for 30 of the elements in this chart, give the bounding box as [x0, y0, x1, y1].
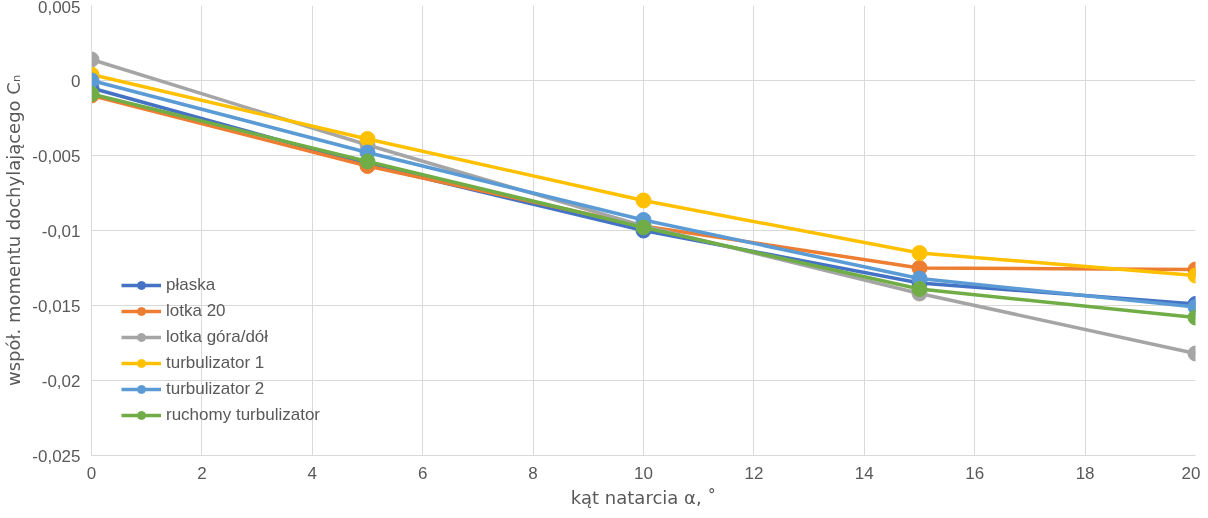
- x-tick-label: 20: [1181, 463, 1201, 483]
- x-tick-label: 16: [965, 463, 985, 483]
- point: [359, 131, 376, 147]
- x-tick-label: 14: [854, 463, 874, 483]
- x-tick-label: 8: [528, 463, 538, 483]
- legend-label: płaska: [166, 275, 216, 295]
- x-tick-label: 12: [744, 463, 764, 483]
- y-tick-label: 0: [71, 71, 81, 91]
- point: [911, 281, 928, 297]
- y-tick-label: 0,005: [37, 0, 81, 17]
- x-tick-label: 2: [197, 463, 207, 483]
- y-tick-label: -0,015: [32, 296, 81, 316]
- x-tick-label: 4: [307, 463, 318, 483]
- legend-label: turbulizator 2: [166, 379, 265, 399]
- y-tick-label: -0,025: [32, 446, 81, 466]
- y-tick-label: -0,02: [41, 371, 81, 391]
- x-tick-label: 6: [417, 463, 428, 483]
- legend-label: lotka 20: [166, 301, 226, 321]
- point: [911, 245, 928, 261]
- y-tick-label: -0,005: [32, 146, 81, 166]
- legend-label: turbulizator 1: [166, 353, 265, 373]
- legend-label: ruchomy turbulizator: [166, 405, 321, 425]
- y-axis-title: współ. momentu dochylającego Cₙ: [3, 74, 25, 387]
- x-axis-title: kąt natarcia α, ˚: [570, 486, 717, 508]
- x-tick-label: 10: [634, 463, 653, 483]
- legend-label: lotka góra/dół: [166, 327, 269, 347]
- point: [635, 192, 652, 209]
- x-tick-label: 0: [86, 463, 97, 483]
- x-tick-label: 18: [1075, 463, 1095, 483]
- y-tick-label: -0,01: [41, 221, 81, 241]
